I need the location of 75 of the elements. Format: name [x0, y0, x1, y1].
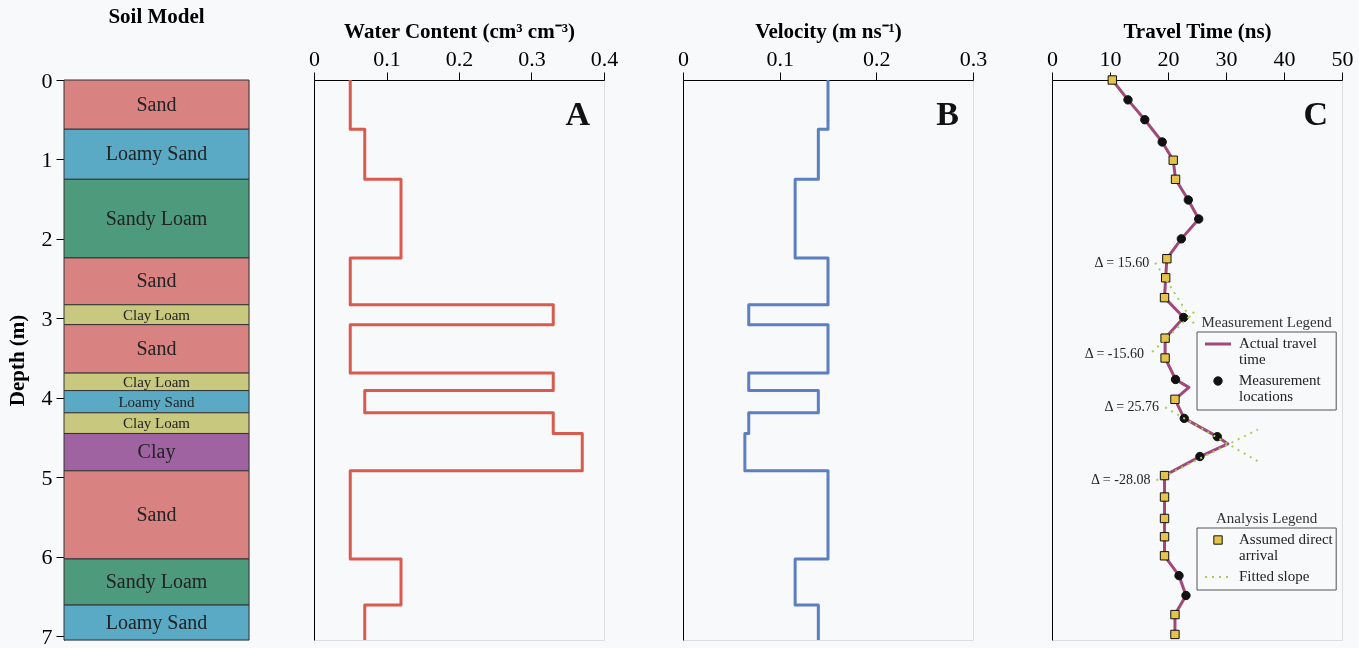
point	[1159, 492, 1170, 502]
y-tick-label: 3	[41, 305, 53, 331]
series-label: Sand	[136, 336, 177, 359]
point	[1107, 75, 1117, 85]
x-axis-title: Velocity (m ns⁻¹)	[755, 18, 902, 43]
legend-label: Actual travel time	[1239, 335, 1317, 367]
series-label: Sand	[136, 502, 177, 525]
x-tick-label: 0.4	[590, 45, 619, 71]
series-label: Clay	[137, 440, 176, 464]
point	[1170, 609, 1180, 620]
y-tick-label: 6	[41, 544, 53, 570]
point	[1183, 195, 1193, 205]
x-tick-label: 0.2	[445, 45, 474, 71]
y-tick-label: 0	[41, 67, 53, 93]
point	[1170, 629, 1180, 640]
chart-title: Soil Model	[108, 4, 205, 28]
x-tick-label: 10	[1099, 45, 1122, 71]
x-tick-label: 50	[1331, 45, 1354, 71]
annotation: A	[565, 95, 591, 132]
series-label: Clay Loam	[122, 373, 191, 390]
point	[1162, 254, 1172, 264]
annotation: Δ = 15.60	[1094, 254, 1150, 270]
legend-label: Measurement locations	[1239, 372, 1322, 404]
x-tick-label: 0.1	[766, 45, 794, 71]
series-label: Loamy Sand	[118, 393, 196, 410]
y-tick-label: 4	[41, 385, 53, 411]
point	[1176, 234, 1187, 244]
y-tick-label: 2	[41, 226, 53, 252]
text: Measurement Legend	[1201, 314, 1332, 330]
annotation: C	[1303, 95, 1328, 132]
x-tick-label: 0.3	[518, 45, 546, 71]
point	[1168, 155, 1178, 165]
series-label: Sand	[136, 269, 177, 292]
point	[1159, 532, 1170, 542]
x-tick-label: 20	[1157, 45, 1180, 71]
point	[1140, 115, 1150, 125]
point	[1181, 590, 1191, 601]
point	[1159, 513, 1170, 524]
x-tick-label: 0.1	[373, 45, 401, 71]
annotation: B	[936, 95, 959, 132]
series-label: Loamy Sand	[105, 610, 208, 634]
annotation: Δ = 25.76	[1104, 399, 1160, 415]
y-tick-label: 5	[41, 464, 53, 490]
legend-label: Fitted slope	[1239, 568, 1310, 584]
annotation: Δ = -28.08	[1091, 472, 1151, 488]
x-tick-label: 0.2	[863, 45, 891, 71]
legend-label: Assumed direct arrival	[1239, 531, 1334, 563]
point	[1170, 394, 1180, 404]
point	[1174, 570, 1184, 581]
series-label: Loamy Sand	[105, 142, 208, 166]
x-tick-label: 0	[678, 45, 689, 71]
x-axis-title: Travel Time (ns)	[1123, 18, 1272, 43]
series-label: Sandy Loam	[105, 570, 208, 594]
x-tick-label: 0.3	[959, 45, 988, 71]
series-label: Clay Loam	[122, 306, 191, 323]
y-axis-title: Depth (m)	[4, 314, 29, 407]
series-label: Sand	[136, 92, 177, 115]
point	[1157, 137, 1167, 147]
text: Analysis Legend	[1215, 510, 1318, 526]
x-tick-label: 40	[1273, 45, 1296, 71]
y-tick-label: 1	[41, 146, 53, 172]
x-tick-label: 30	[1215, 45, 1238, 71]
x-tick-label: 0	[1047, 45, 1058, 71]
annotation: Δ = -15.60	[1084, 346, 1145, 362]
point	[1159, 551, 1170, 561]
point	[1123, 95, 1133, 105]
y-tick-label: 7	[41, 623, 53, 648]
x-axis-title: Water Content (cm³ cm⁻³)	[344, 18, 575, 43]
point	[1170, 174, 1181, 184]
series-label: Clay Loam	[122, 415, 191, 432]
x-tick-label: 0	[309, 45, 320, 71]
point	[1194, 214, 1204, 224]
series-label: Sandy Loam	[105, 206, 208, 230]
point	[1159, 292, 1170, 303]
point	[1170, 374, 1181, 385]
